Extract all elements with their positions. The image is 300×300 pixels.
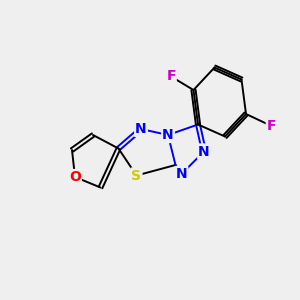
Text: N: N [176,167,187,181]
Text: N: N [135,122,147,136]
Text: O: O [69,170,81,184]
Text: F: F [267,119,276,133]
Text: N: N [162,128,174,142]
Text: N: N [198,145,210,158]
Text: S: S [131,169,142,182]
Text: F: F [166,70,176,83]
